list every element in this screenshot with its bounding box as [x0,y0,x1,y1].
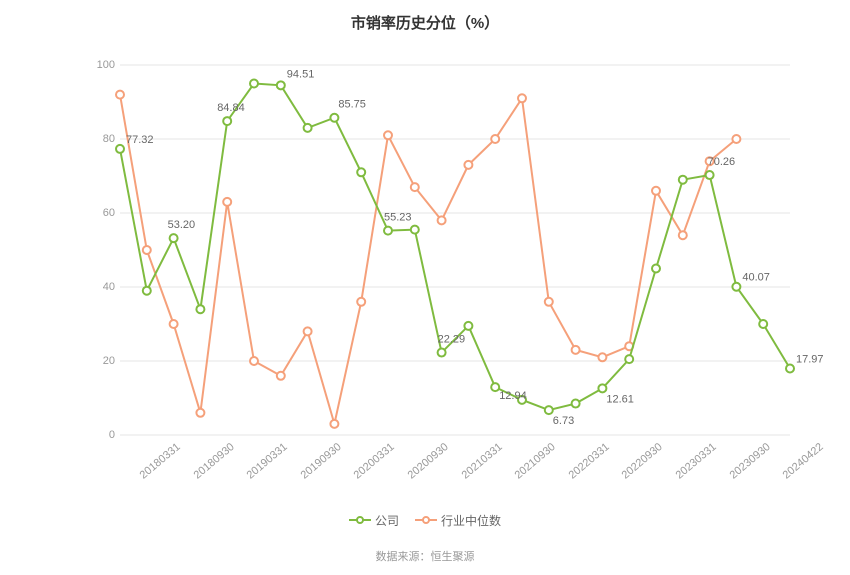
x-tick-label: 20210930 [513,441,558,482]
plot-area: 77.32 53.20 84.84 94.51 85.75 55.23 22.29 12.94… [120,65,790,435]
x-tick-label: 20200930 [406,441,451,482]
data-marker [196,305,204,313]
legend: 公司 行业中位数 [0,510,850,529]
data-marker [357,298,365,306]
data-marker [116,91,124,99]
x-axis: 2018033120180930201903312019093020200331… [120,440,790,500]
x-tick-label: 20220331 [566,441,611,482]
chart-svg: 77.32 53.20 84.84 94.51 85.75 55.23 22.29 12.94… [120,65,790,435]
data-marker [304,124,312,132]
data-marker [384,131,392,139]
data-marker [143,287,151,295]
y-tick-label: 100 [85,59,115,71]
y-axis: 020406080100 [85,65,115,435]
y-tick-label: 0 [85,429,115,441]
series-line [120,95,736,424]
data-marker [572,346,580,354]
data-marker [411,183,419,191]
legend-line-icon [349,519,371,521]
data-marker [759,320,767,328]
data-marker [277,372,285,380]
data-marker [652,265,660,273]
data-marker [732,135,740,143]
data-label: 6.73 [553,415,574,427]
data-marker [732,283,740,291]
legend-marker-icon [422,516,430,524]
data-marker [545,406,553,414]
data-marker [464,161,472,169]
y-tick-label: 80 [85,133,115,145]
data-label: 40.07 [742,272,770,284]
data-label: 70.26 [708,156,736,168]
data-marker [679,176,687,184]
data-marker [223,117,231,125]
x-tick-label: 20200331 [352,441,397,482]
y-tick-label: 20 [85,355,115,367]
data-label: 84.84 [217,102,245,114]
data-marker [277,81,285,89]
x-tick-label: 20180930 [191,441,236,482]
legend-marker-icon [356,516,364,524]
data-marker [384,227,392,235]
data-label: 94.51 [287,68,315,80]
data-marker [598,353,606,361]
data-marker [438,349,446,357]
data-marker [652,187,660,195]
data-label: 17.97 [796,354,824,366]
data-marker [572,400,580,408]
data-marker [518,94,526,102]
data-marker [170,320,178,328]
x-tick-label: 20210331 [459,441,504,482]
data-marker [250,357,258,365]
x-tick-label: 20230331 [674,441,719,482]
x-tick-label: 20190331 [245,441,290,482]
data-marker [250,80,258,88]
chart-title: 市销率历史分位（%） [0,0,850,33]
data-marker [143,246,151,254]
x-tick-label: 20240422 [781,441,826,482]
data-marker [706,171,714,179]
data-marker [357,168,365,176]
data-marker [598,384,606,392]
data-label: 77.32 [126,134,154,146]
data-marker [330,420,338,428]
data-label: 53.20 [168,219,196,231]
data-source: 数据来源：恒生聚源 [0,548,850,564]
data-marker [464,322,472,330]
data-label: 55.23 [384,212,412,224]
data-marker [491,383,499,391]
data-marker [330,114,338,122]
data-label: 12.61 [606,393,634,405]
data-label: 12.94 [499,390,527,402]
data-marker [304,327,312,335]
legend-label: 行业中位数 [441,512,501,529]
x-tick-label: 20180331 [138,441,183,482]
data-marker [170,234,178,242]
y-tick-label: 60 [85,207,115,219]
data-marker [491,135,499,143]
data-marker [625,355,633,363]
x-tick-label: 20230930 [727,441,772,482]
legend-line-icon [415,519,437,521]
chart-container: 市销率历史分位（%） 0 20 40 60 80 100 77.32 53.20 84.84 9… [0,0,850,575]
data-marker [223,198,231,206]
data-label: 85.75 [338,99,366,111]
y-tick-label: 40 [85,281,115,293]
x-tick-label: 20220930 [620,441,665,482]
legend-label: 公司 [375,512,399,529]
legend-item: 公司 [349,512,399,529]
data-marker [679,231,687,239]
data-marker [116,145,124,153]
data-marker [545,298,553,306]
data-label: 22.29 [438,334,466,346]
data-marker [196,409,204,417]
data-marker [438,216,446,224]
legend-item: 行业中位数 [415,512,501,529]
x-tick-label: 20190930 [298,441,343,482]
data-marker [411,226,419,234]
data-marker [786,365,794,373]
